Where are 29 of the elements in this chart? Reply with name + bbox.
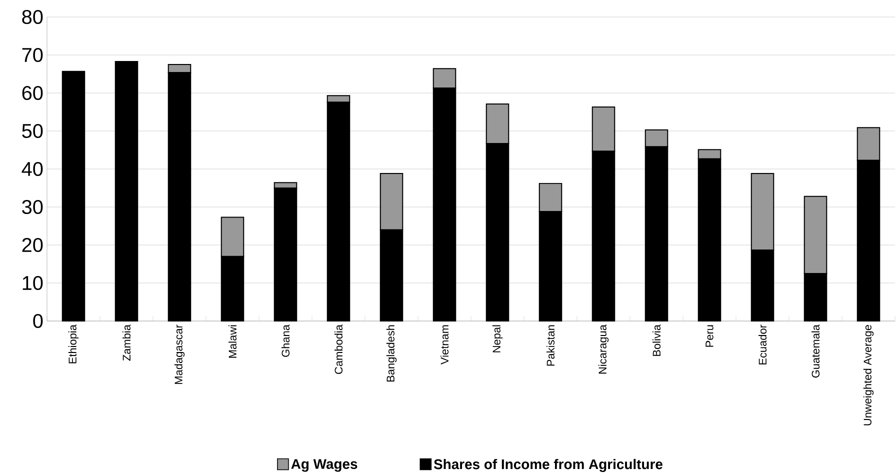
y-tick-label: 30 [22, 200, 43, 214]
y-tick-label: 20 [22, 238, 43, 252]
y-tick-label: 10 [22, 276, 43, 290]
y-tick-label: 50 [22, 124, 43, 138]
y-tick-label: 40 [22, 162, 43, 176]
y-tick-label: 70 [22, 48, 43, 62]
legend-label: Ag Wages [291, 459, 358, 472]
y-tick-label: 60 [22, 86, 43, 100]
x-tick-label: Guatemala [811, 324, 820, 378]
x-tick-label: Zambia [122, 324, 131, 361]
x-tick-label: Ethiopia [68, 324, 79, 364]
y-tick-label: 0 [33, 314, 43, 328]
x-tick-label: Nepal [492, 325, 503, 352]
x-tick-label: Bolivia [652, 324, 661, 356]
x-tick-label: Ghana [281, 324, 290, 357]
x-tick-label: Nicaragua [598, 324, 609, 374]
x-tick-label: Ecuador [758, 324, 767, 364]
x-tick-label: Vietnam [440, 325, 449, 364]
x-tick-label: Madagascar [174, 324, 185, 384]
x-tick-label: Bangladesh [386, 325, 397, 382]
x-tick-label: Cambodia [334, 324, 343, 374]
x-tick-label: Unweighted Average [863, 325, 874, 426]
bar [62, 70, 86, 322]
x-tick-label: Peru [706, 325, 714, 347]
x-tick-label: Pakistan [546, 325, 555, 366]
y-tick-label: 80 [22, 10, 43, 24]
x-tick-label: Malawi [228, 325, 237, 358]
bar [114, 60, 138, 322]
legend-label: Shares of Income from Agriculture [434, 458, 662, 472]
